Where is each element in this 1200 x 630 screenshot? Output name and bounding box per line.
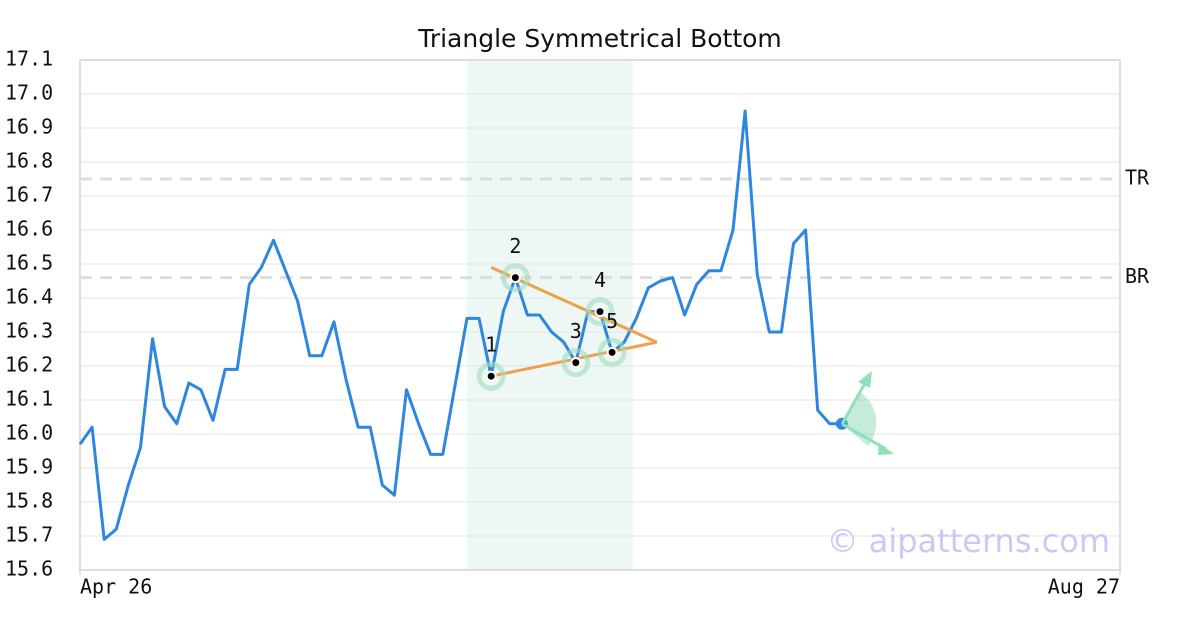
y-tick-label: 16.2: [5, 353, 53, 377]
watermark: © aipatterns.com: [827, 522, 1110, 560]
y-tick-label: 16.3: [5, 319, 53, 343]
y-tick-label: 16.9: [5, 115, 53, 139]
level-label: TR: [1125, 166, 1150, 190]
chart-title: Triangle Symmetrical Bottom: [417, 24, 782, 53]
y-tick-label: 17.0: [5, 81, 53, 105]
y-tick-label: 16.1: [5, 387, 53, 411]
pattern-label: 2: [509, 234, 521, 258]
price-line: [78, 109, 842, 541]
y-tick-label: 15.8: [5, 489, 53, 513]
pattern-region: [466, 60, 633, 570]
pattern-halo: [585, 297, 615, 327]
pattern-halo: [500, 263, 530, 293]
y-tick-label: 17.1: [5, 47, 53, 71]
y-tick-label: 16.6: [5, 217, 53, 241]
pattern-label: 5: [606, 309, 618, 333]
projection-arrows: [840, 371, 894, 455]
y-tick-label: 16.5: [5, 251, 53, 275]
y-tick-label: 16.4: [5, 285, 53, 309]
x-tick-label: Apr 26: [80, 575, 152, 599]
pattern-halo: [597, 337, 627, 367]
y-tick-label: 15.9: [5, 455, 53, 479]
pattern-label: 1: [485, 333, 497, 357]
pattern-halo: [561, 348, 591, 378]
pattern-label: 3: [570, 319, 582, 343]
y-tick-label: 16.7: [5, 183, 53, 207]
pattern-point: [606, 346, 618, 358]
level-label: BR: [1125, 264, 1150, 288]
pattern-label: 4: [594, 268, 606, 292]
pattern-point: [509, 272, 521, 284]
y-tick-label: 16.0: [5, 421, 53, 445]
y-tick-label: 15.6: [5, 557, 53, 581]
pattern-halo: [476, 361, 506, 391]
pattern-point: [594, 306, 606, 318]
plot-frame: [79, 59, 1121, 571]
x-tick-label: Aug 27: [1048, 575, 1120, 599]
pattern-point: [485, 370, 497, 382]
pattern-point: [570, 357, 582, 369]
y-tick-label: 15.7: [5, 523, 53, 547]
y-tick-label: 16.8: [5, 149, 53, 173]
